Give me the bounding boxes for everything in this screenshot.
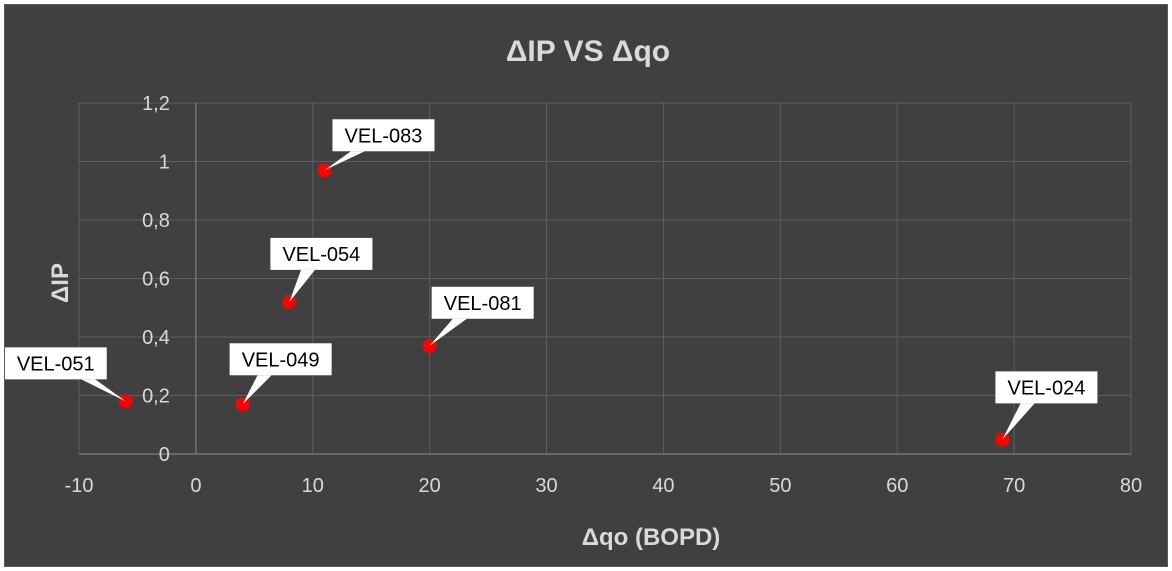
data-label: VEL-081 (444, 293, 522, 315)
x-tick-label: 50 (769, 475, 791, 497)
data-points (118, 163, 1010, 447)
data-label: VEL-083 (345, 125, 423, 147)
data-label-pointer (324, 151, 365, 171)
gridlines (78, 102, 1132, 455)
y-tick-label: 1 (159, 152, 170, 174)
chart-area: ΔIP VS Δqo -10 0 10 20 30 40 50 60 70 80 0 0,2 0,4 0,… (4, 4, 1168, 567)
y-tick-label: 0,4 (142, 327, 170, 349)
x-tick-label: 30 (535, 475, 557, 497)
data-label-pointer (429, 318, 467, 346)
y-tick-label: 0,8 (142, 210, 170, 232)
tick-labels: -10 0 10 20 30 40 50 60 70 80 0 0,2 0,4 0,6 0,8 1 1,2 (65, 93, 1143, 497)
data-labels: VEL-051 VEL-049 VEL-054 VEL-083 VEL-081 VEL-0… (5, 119, 1098, 440)
data-label: VEL-051 (17, 353, 95, 375)
y-axis-title: ΔIP (47, 263, 74, 303)
data-label: VEL-054 (282, 244, 360, 266)
x-tick-label: 60 (886, 475, 908, 497)
x-tick-label: 20 (419, 475, 441, 497)
x-tick-label: 80 (1120, 475, 1142, 497)
data-label-pointer (81, 379, 126, 402)
x-tick-label: -10 (65, 475, 94, 497)
data-label-box (995, 371, 1098, 404)
y-tick-label: 0 (159, 444, 170, 466)
data-label-box (431, 286, 534, 319)
x-tick-label: 10 (302, 475, 324, 497)
data-label-pointer (242, 375, 272, 405)
y-tick-label: 1,2 (142, 93, 170, 115)
x-tick-label: 70 (1003, 475, 1025, 497)
data-label-box (229, 343, 332, 376)
data-label-box (332, 119, 435, 152)
y-tick-label: 0,6 (142, 269, 170, 291)
x-tick-label: 0 (190, 475, 201, 497)
data-label-box (270, 237, 373, 270)
scatter-chart: ΔIP VS Δqo -10 0 10 20 30 40 50 60 70 80 0 0,2 0,4 0,… (5, 35, 1143, 551)
x-axis-title: Δqo (BOPD) (582, 524, 721, 551)
x-tick-label: 40 (652, 475, 674, 497)
data-label-box (5, 347, 107, 380)
data-label: VEL-024 (1008, 377, 1086, 399)
y-tick-label: 0,2 (142, 386, 170, 408)
data-label-pointer (289, 269, 315, 302)
data-label-pointer (1002, 403, 1035, 440)
data-label: VEL-049 (242, 349, 320, 371)
chart-title: ΔIP VS Δqo (506, 35, 670, 68)
